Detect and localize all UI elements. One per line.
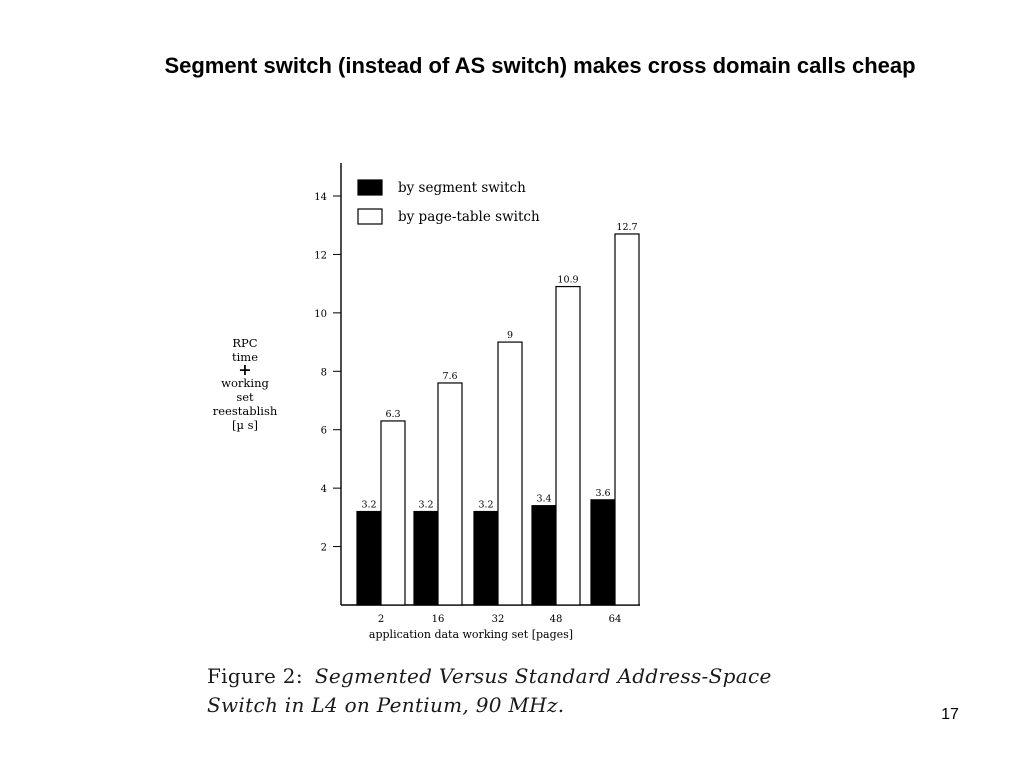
bar-value-label: 3.4 — [536, 494, 551, 505]
bar-page-table-switch — [380, 420, 406, 606]
bar-page-table-switch — [614, 233, 640, 606]
y-axis-label-line: set — [236, 390, 254, 404]
bar-page-table-switch — [555, 285, 581, 606]
y-axis-label: RPC time + working set reestablish [µ s] — [205, 336, 285, 432]
legend-label: by page-table switch — [398, 209, 540, 225]
legend-swatch-page-table-switch — [357, 208, 383, 225]
figure-caption: Figure 2: Segmented Versus Standard Addre… — [207, 662, 827, 720]
y-tick-label: 2 — [321, 543, 327, 554]
y-tick-label: 6 — [321, 426, 327, 437]
y-tick-label: 12 — [314, 250, 327, 261]
y-axis-label-line: reestablish — [212, 404, 278, 418]
figure-caption-line-2: Switch in L4 on Pentium, 90 MHz. — [207, 693, 565, 717]
y-axis-label-line: + — [238, 360, 252, 379]
legend-label: by segment switch — [398, 180, 526, 196]
x-tick-label: 16 — [432, 614, 445, 625]
y-axis-label-line: time — [231, 350, 258, 364]
y-axis-label-line: [µ s] — [231, 418, 258, 432]
bar-value-label: 10.9 — [557, 275, 578, 286]
bar-segment-switch — [356, 510, 382, 606]
bar-value-label: 7.6 — [442, 371, 457, 382]
legend-swatch-segment-switch — [357, 179, 383, 196]
page-number: 17 — [941, 706, 959, 723]
chart-legend: by segment switch by page-table switch — [357, 179, 540, 225]
bar-segment-switch — [531, 505, 557, 606]
figure-caption-line-1: Segmented Versus Standard Address-Space — [314, 664, 772, 688]
bar-value-label: 3.6 — [595, 488, 610, 499]
x-tick-label: 64 — [609, 614, 622, 625]
figure-caption-label: Figure 2: — [207, 664, 303, 688]
bar-segment-switch — [590, 499, 616, 606]
bar-segment-switch — [473, 510, 499, 606]
y-tick-label: 14 — [314, 192, 327, 203]
y-tick-label: 4 — [321, 484, 327, 495]
x-axis-label: application data working set [pages] — [369, 628, 573, 641]
bar-page-table-switch — [437, 382, 463, 606]
y-tick-label: 8 — [321, 367, 327, 378]
chart-bars — [356, 233, 640, 606]
y-tick-label: 10 — [314, 309, 327, 320]
bar-value-label: 6.3 — [385, 409, 400, 420]
bar-page-table-switch — [497, 341, 523, 606]
slide-title: Segment switch (instead of AS switch) ma… — [164, 53, 916, 78]
bar-value-label: 3.2 — [418, 500, 433, 511]
x-tick-label: 48 — [550, 614, 563, 625]
bar-value-label: 3.2 — [361, 500, 376, 511]
y-axis-label-line: working — [221, 376, 269, 390]
x-tick-label: 2 — [378, 614, 384, 625]
bar-value-label: 9 — [507, 330, 513, 341]
bar-segment-switch — [413, 510, 439, 606]
x-tick-label: 32 — [492, 614, 505, 625]
bar-value-label: 3.2 — [478, 500, 493, 511]
bar-value-label: 12.7 — [616, 222, 637, 233]
y-axis-label-line: RPC — [232, 336, 258, 350]
chart-value-labels: 3.2 3.2 3.2 3.4 3.6 6.3 7.6 9 10.9 12.7 — [361, 222, 637, 511]
